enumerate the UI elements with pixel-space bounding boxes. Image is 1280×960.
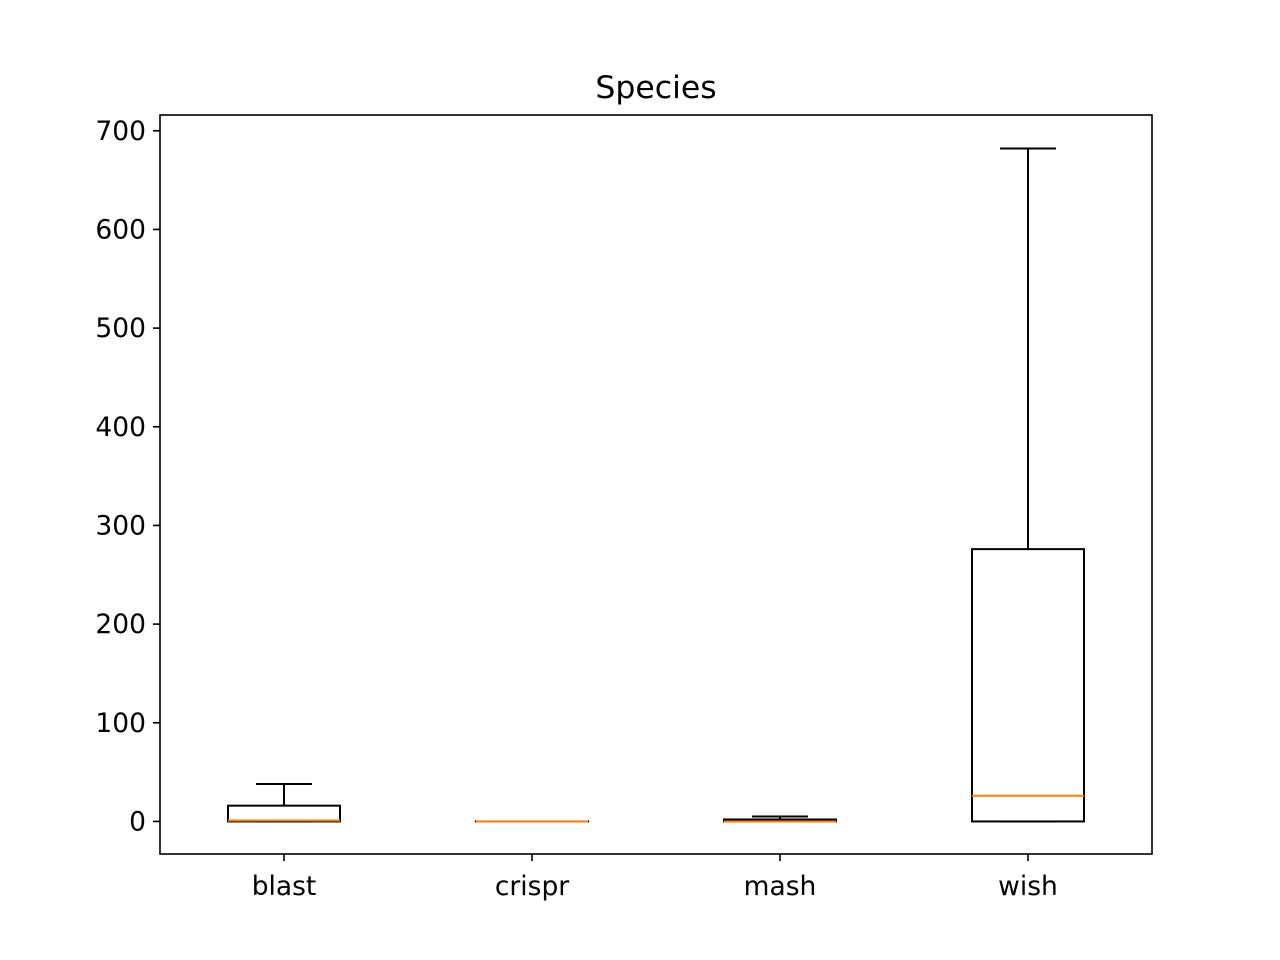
- x-tick-label: mash: [744, 871, 817, 902]
- y-tick-label: 500: [95, 313, 146, 344]
- chart-title: Species: [595, 70, 716, 106]
- box-blast: [227, 782, 341, 823]
- y-tick-label: 700: [95, 116, 146, 147]
- x-tick-label: wish: [998, 871, 1058, 902]
- y-axis: 0 100 200 300 400 500 600 700: [95, 116, 160, 837]
- y-tick-label: 0: [129, 806, 146, 837]
- x-tick-label: crispr: [495, 871, 569, 902]
- y-tick-label: 200: [95, 609, 146, 640]
- boxes-layer: [227, 147, 1085, 823]
- y-tick-label: 300: [95, 510, 146, 541]
- box-iqr: [971, 548, 1085, 823]
- y-tick-label: 100: [95, 708, 146, 739]
- x-axis: blast crispr mash wish: [252, 854, 1058, 902]
- box-wish: [971, 147, 1085, 823]
- plot-area-frame: [159, 114, 1153, 855]
- x-tick-label: blast: [252, 871, 317, 902]
- y-tick-label: 400: [95, 412, 146, 443]
- y-tick-label: 600: [95, 214, 146, 245]
- box-mash: [723, 815, 837, 823]
